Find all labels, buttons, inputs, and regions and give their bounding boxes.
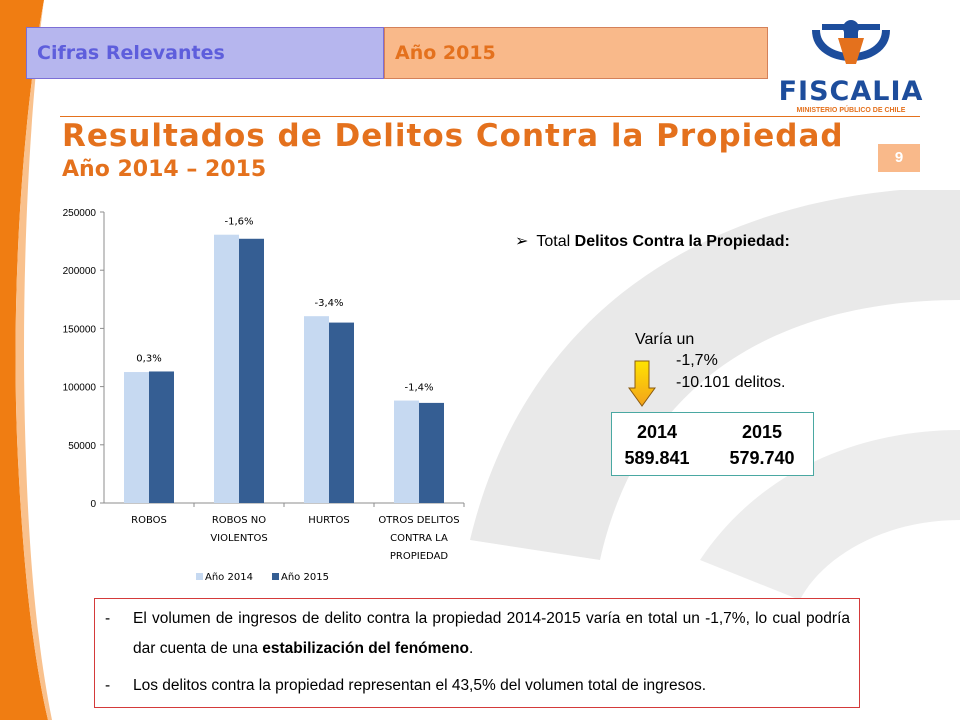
bar-2014 — [214, 234, 239, 503]
x-tick-label: VIOLENTOS — [210, 533, 267, 544]
bullet-arrow-icon: ➢ — [515, 233, 529, 250]
bar-2014 — [304, 316, 329, 503]
data-label: -1,6% — [224, 217, 253, 228]
variation-percent: -1,7% — [676, 352, 718, 369]
y-tick-label: 100000 — [63, 383, 97, 394]
legend-swatch — [272, 573, 279, 580]
data-label: -3,4% — [314, 298, 343, 309]
y-tick-label: 0 — [90, 499, 96, 510]
y-tick-label: 250000 — [63, 208, 97, 219]
header-right-text: Año 2015 — [395, 42, 496, 64]
note-item: - El volumen de ingresos de delito contr… — [105, 604, 850, 664]
data-label: -1,4% — [404, 383, 433, 394]
note-item: - Los delitos contra la propiedad repres… — [105, 671, 850, 701]
x-tick-label: CONTRA LA — [390, 533, 448, 544]
page-title: Resultados de Delitos Contra la Propieda… — [62, 118, 844, 154]
logo-emblem-icon — [812, 20, 890, 64]
x-tick-label: HURTOS — [308, 515, 349, 526]
header-left-text: Cifras Relevantes — [37, 42, 225, 64]
note-text: Los delitos contra la propiedad represen… — [133, 677, 707, 694]
legend-label: Año 2015 — [281, 572, 329, 583]
bar-2015 — [239, 238, 264, 503]
note-dash: - — [105, 677, 111, 694]
y-tick-label: 200000 — [63, 266, 97, 277]
note-dash: - — [105, 610, 111, 627]
page-number-badge: 9 — [878, 144, 920, 172]
data-label: 0,3% — [136, 353, 161, 364]
logo-wordmark: FISCALIA — [778, 76, 924, 107]
title-divider — [60, 116, 920, 117]
total-2014-value: 589.841 — [624, 448, 690, 468]
bar-2015 — [329, 322, 354, 503]
legend-swatch — [196, 573, 203, 580]
bar-2015 — [419, 402, 444, 503]
note-text-end: . — [469, 640, 474, 657]
x-tick-label: OTROS DELITOS — [378, 515, 459, 526]
summary-bullet: ➢ Total Delitos Contra la Propiedad: — [515, 231, 790, 251]
bar-2015 — [149, 371, 174, 503]
year-2014-label: 2014 — [636, 422, 678, 442]
y-tick-label: 50000 — [68, 441, 96, 452]
down-arrow-icon — [628, 360, 656, 407]
logo-subtitle: MINISTERIO PÚBLICO DE CHILE — [796, 107, 906, 114]
totals-box: 2014 2015 589.841 579.740 — [611, 412, 814, 476]
y-tick-label: 150000 — [63, 324, 97, 335]
bar-chart: 0 50000 100000 150000 200000 250000 0,3% ROBOS -… — [63, 208, 465, 583]
fiscalia-logo: FISCALIA MINISTERIO PÚBLICO DE CHILE — [776, 18, 926, 114]
summary-bullet-prefix: Total — [536, 233, 575, 250]
bar-2014 — [394, 400, 419, 503]
total-2015-value: 579.740 — [729, 448, 795, 468]
header-section-label: Cifras Relevantes — [26, 27, 384, 79]
legend-label: Año 2014 — [205, 572, 253, 583]
x-tick-label: ROBOS — [131, 515, 167, 526]
summary-bullet-bold: Delitos Contra la Propiedad: — [574, 233, 790, 250]
year-2015-label: 2015 — [741, 422, 783, 442]
note-text: El volumen de ingresos de delito contra … — [133, 610, 850, 657]
variation-count: -10.101 delitos. — [676, 374, 786, 391]
header-year-label: Año 2015 — [384, 27, 768, 79]
bar-2014 — [124, 372, 149, 503]
x-tick-label: ROBOS NO — [212, 515, 266, 526]
notes-box: - El volumen de ingresos de delito contr… — [94, 598, 860, 708]
x-tick-label: PROPIEDAD — [390, 551, 449, 562]
page-subtitle: Año 2014 – 2015 — [62, 157, 267, 182]
variation-label: Varía un — [635, 331, 695, 348]
note-bold-text: estabilización del fenómeno — [262, 640, 469, 657]
